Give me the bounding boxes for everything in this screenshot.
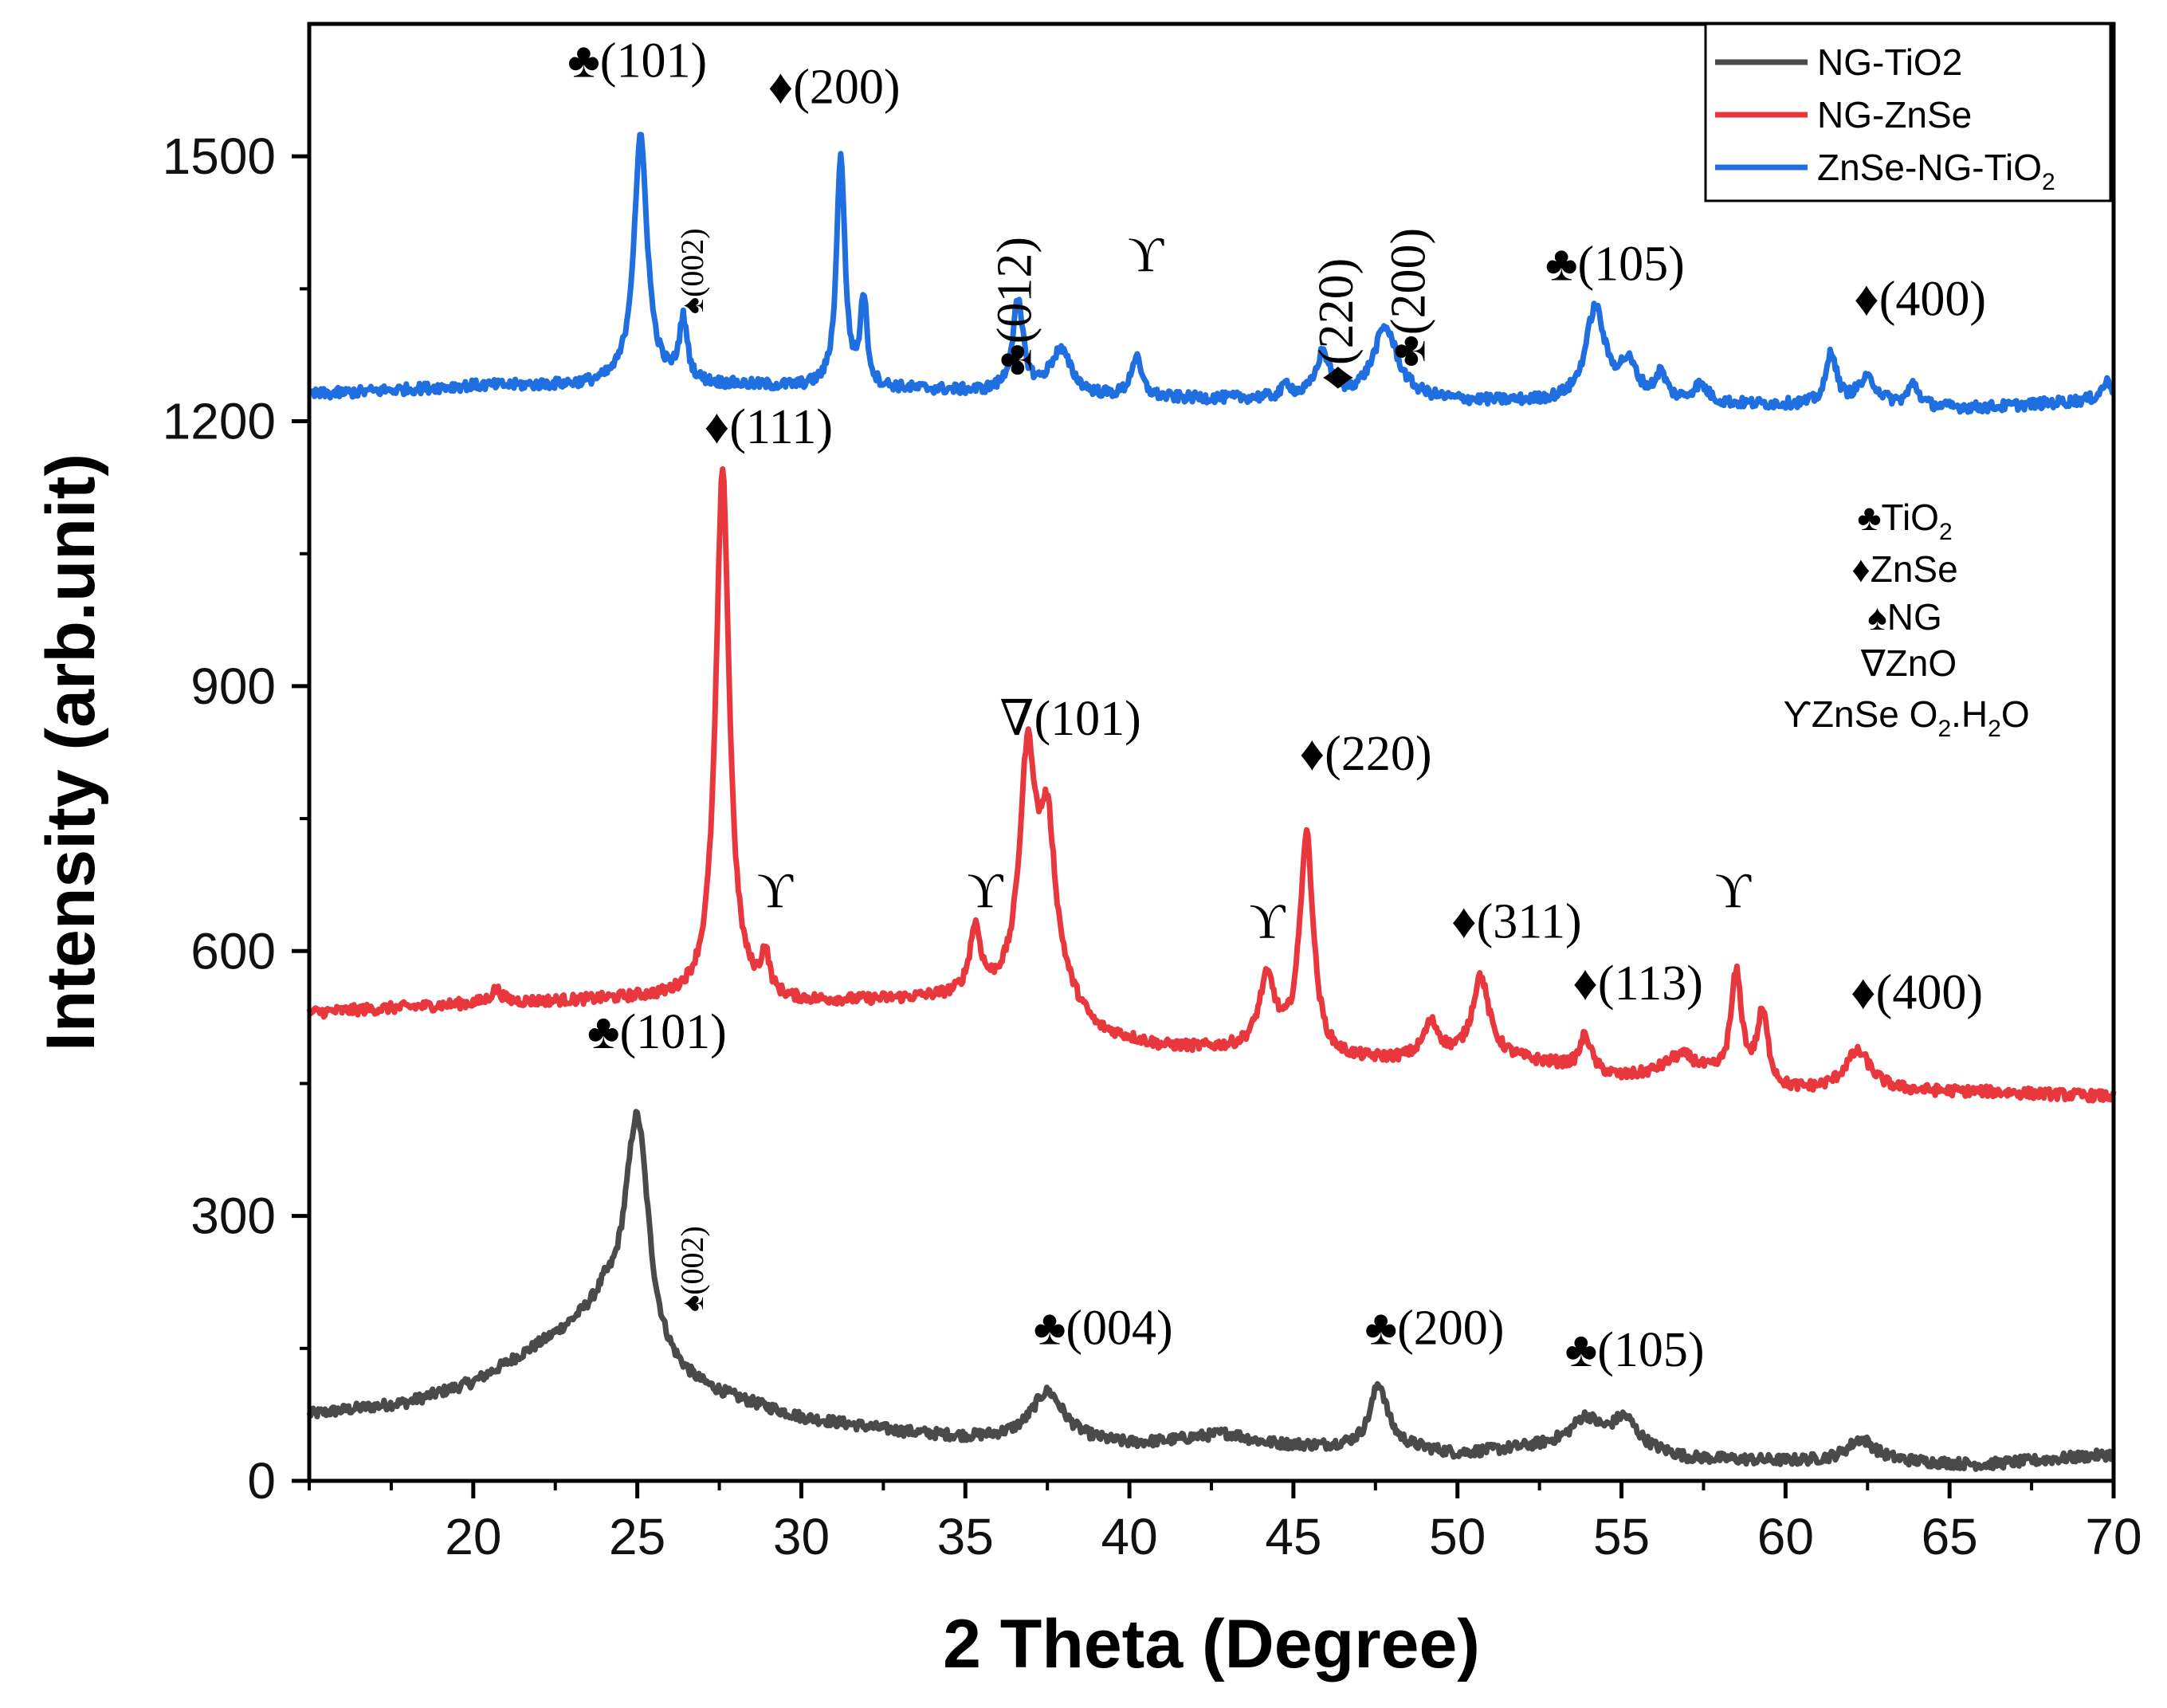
x-tick-label: 40 xyxy=(1101,1508,1157,1565)
series-line-ng-tio2 xyxy=(306,1109,2115,1472)
peak-label: ♦(113) xyxy=(1572,956,1703,1011)
peak-label: ♣(200) xyxy=(1382,228,1436,367)
peak-label: ϒ xyxy=(1128,228,1164,282)
peak-label: ♣(004) xyxy=(1034,1301,1173,1355)
key-entry: ∇ZnO xyxy=(1860,642,1957,684)
peak-label: ♦(200) xyxy=(768,61,901,115)
peak-label: ϒ xyxy=(968,864,1004,918)
x-tick-label: 30 xyxy=(773,1508,830,1565)
legend: NG-TiO2 NG-ZnSe ZnSe-NG-TiO2 xyxy=(1704,22,2112,202)
legend-label: NG-TiO2 xyxy=(1817,41,1962,83)
x-tick-label: 70 xyxy=(2085,1508,2141,1565)
y-tick-label: 600 xyxy=(190,922,276,980)
x-tick-label: 25 xyxy=(609,1508,665,1565)
y-tick-label: 300 xyxy=(190,1188,276,1245)
key-entry: ♣TiO2 xyxy=(1857,497,1952,545)
peak-label: ♣(105) xyxy=(1545,237,1685,291)
series-line-ng-znse xyxy=(306,466,2117,1104)
key-entry: ♦ZnSe xyxy=(1851,548,1957,590)
peak-label: ♣(012) xyxy=(988,237,1042,376)
peak-label: ♣(105) xyxy=(1565,1323,1705,1377)
y-tick-label: 900 xyxy=(190,658,276,715)
x-tick-label: 55 xyxy=(1593,1508,1650,1565)
series-line-znse-ng-tio2 xyxy=(308,132,2116,415)
plot-lines xyxy=(306,132,2117,1472)
x-tick-label: 35 xyxy=(937,1508,994,1565)
key-entry: ♠NG xyxy=(1867,596,1941,638)
legend-label: ZnSe-NG-TiO2 xyxy=(1817,147,2055,195)
peak-annotations: ♣(101) ♦(200) ♠(002) ♣(012) ϒ ♦(220) ♣(200) ♣(1… xyxy=(567,34,1986,1378)
y-axis-title: Intensity (arb.unit) xyxy=(33,454,109,1051)
peak-label: ♦(311) xyxy=(1451,895,1582,949)
peak-label: ♦(400) xyxy=(1851,965,1983,1019)
peak-label: ϒ xyxy=(1715,864,1752,918)
peak-label: ♠(002) xyxy=(674,228,710,314)
peak-label: ♦(220) xyxy=(1309,258,1364,391)
y-tick-label: 1500 xyxy=(163,128,276,185)
peak-label: ♦(400) xyxy=(1854,273,1986,327)
peak-label: ♦(220) xyxy=(1300,727,1432,781)
peak-label: ϒ xyxy=(757,864,794,918)
x-axis-title: 2 Theta (Degree) xyxy=(943,1606,1480,1682)
peak-label: ♣(101) xyxy=(587,1005,727,1059)
y-tick-label: 0 xyxy=(247,1452,276,1510)
peak-label: ϒ xyxy=(1250,895,1286,949)
legend-label: NG-ZnSe xyxy=(1817,94,1972,135)
axes: 20 25 30 35 40 45 50 55 60 65 70 0 300 600 900 1200 1500 xyxy=(163,22,2142,1565)
x-tick-label: 60 xyxy=(1757,1508,1814,1565)
peak-label: ♣(101) xyxy=(567,34,707,88)
x-tick-label: 20 xyxy=(445,1508,501,1565)
peak-label: ∇(101) xyxy=(999,692,1141,746)
peak-label: ♦(111) xyxy=(705,400,833,454)
x-tick-label: 45 xyxy=(1265,1508,1321,1565)
x-tick-label: 50 xyxy=(1429,1508,1486,1565)
peak-label: ♣(200) xyxy=(1364,1301,1504,1355)
x-tick-label: 65 xyxy=(1922,1508,1978,1565)
peak-label: ♠(002) xyxy=(674,1226,710,1312)
y-tick-label: 1200 xyxy=(163,393,276,450)
